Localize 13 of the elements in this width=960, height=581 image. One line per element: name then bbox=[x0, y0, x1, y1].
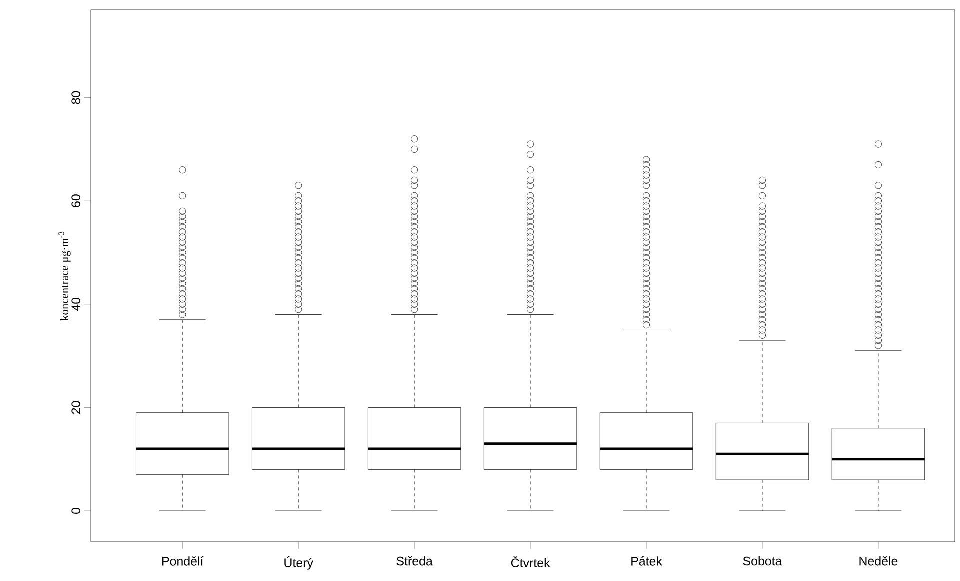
x-tick-label: Pátek bbox=[632, 556, 662, 566]
x-tick-label: Pondělí bbox=[162, 556, 204, 566]
x-tick-label: Sobota bbox=[743, 556, 782, 566]
y-tick-label: 80 bbox=[72, 91, 80, 104]
y-tick-label: 20 bbox=[72, 401, 80, 414]
y-axis-title: koncentrace μg·m$^{-3}$ bbox=[58, 232, 71, 321]
y-tick-label: 60 bbox=[72, 194, 80, 208]
x-tick-label: Čtvrtek bbox=[511, 556, 550, 568]
x-tick-label: Neděle bbox=[860, 556, 898, 566]
x-tick-label: Úterý bbox=[284, 556, 314, 570]
y-tick-label: 40 bbox=[72, 298, 80, 312]
x-tick-label: Středa bbox=[396, 556, 433, 566]
y-tick-label: 0 bbox=[72, 508, 80, 514]
